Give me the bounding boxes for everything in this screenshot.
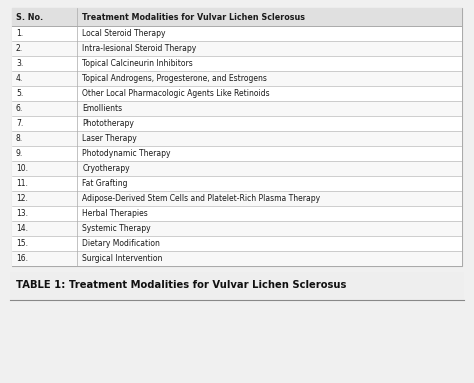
Text: Phototherapy: Phototherapy (82, 119, 134, 128)
Text: Other Local Pharmacologic Agents Like Retinoids: Other Local Pharmacologic Agents Like Re… (82, 89, 270, 98)
Text: Surgical Intervention: Surgical Intervention (82, 254, 163, 263)
Text: 1.: 1. (16, 29, 23, 38)
Text: 2.: 2. (16, 44, 23, 53)
Text: Herbal Therapies: Herbal Therapies (82, 209, 148, 218)
Text: Photodynamic Therapy: Photodynamic Therapy (82, 149, 171, 158)
Bar (12, 8, 462, 26)
Text: 15.: 15. (16, 239, 28, 248)
Bar (12, 221, 462, 236)
Text: 8.: 8. (16, 134, 23, 143)
Bar (12, 206, 462, 221)
Bar (12, 71, 462, 86)
Text: 7.: 7. (16, 119, 23, 128)
Bar (12, 101, 462, 116)
Text: 5.: 5. (16, 89, 23, 98)
Text: Cryotherapy: Cryotherapy (82, 164, 130, 173)
Text: Topical Calcineurin Inhibitors: Topical Calcineurin Inhibitors (82, 59, 193, 68)
Text: 13.: 13. (16, 209, 28, 218)
Text: Adipose-Derived Stem Cells and Platelet-Rich Plasma Therapy: Adipose-Derived Stem Cells and Platelet-… (82, 194, 320, 203)
Bar (12, 26, 462, 41)
Text: 16.: 16. (16, 254, 28, 263)
Text: Treatment Modalities for Vulvar Lichen Sclerosus: Treatment Modalities for Vulvar Lichen S… (82, 13, 305, 21)
Text: 3.: 3. (16, 59, 23, 68)
Bar (12, 176, 462, 191)
Bar (12, 86, 462, 101)
Bar (12, 131, 462, 146)
Bar (12, 161, 462, 176)
Bar (12, 41, 462, 56)
Text: 11.: 11. (16, 179, 28, 188)
Bar (12, 236, 462, 251)
Text: Emollients: Emollients (82, 104, 122, 113)
Text: 4.: 4. (16, 74, 23, 83)
Text: 10.: 10. (16, 164, 28, 173)
Text: Topical Androgens, Progesterone, and Estrogens: Topical Androgens, Progesterone, and Est… (82, 74, 267, 83)
Text: 9.: 9. (16, 149, 23, 158)
Text: Systemic Therapy: Systemic Therapy (82, 224, 151, 233)
Bar (12, 191, 462, 206)
Bar (12, 251, 462, 266)
Text: TABLE 1: Treatment Modalities for Vulvar Lichen Sclerosus: TABLE 1: Treatment Modalities for Vulvar… (16, 280, 346, 290)
Bar (12, 146, 462, 161)
Bar (12, 116, 462, 131)
Text: Laser Therapy: Laser Therapy (82, 134, 137, 143)
Bar (12, 8, 462, 266)
Text: 12.: 12. (16, 194, 28, 203)
Text: Fat Grafting: Fat Grafting (82, 179, 128, 188)
Bar (10, 272, 464, 300)
Text: 14.: 14. (16, 224, 28, 233)
Text: 6.: 6. (16, 104, 23, 113)
Text: Dietary Modification: Dietary Modification (82, 239, 160, 248)
Text: Local Steroid Therapy: Local Steroid Therapy (82, 29, 166, 38)
Text: Intra-lesional Steroid Therapy: Intra-lesional Steroid Therapy (82, 44, 197, 53)
Bar (12, 56, 462, 71)
Text: S. No.: S. No. (16, 13, 43, 21)
